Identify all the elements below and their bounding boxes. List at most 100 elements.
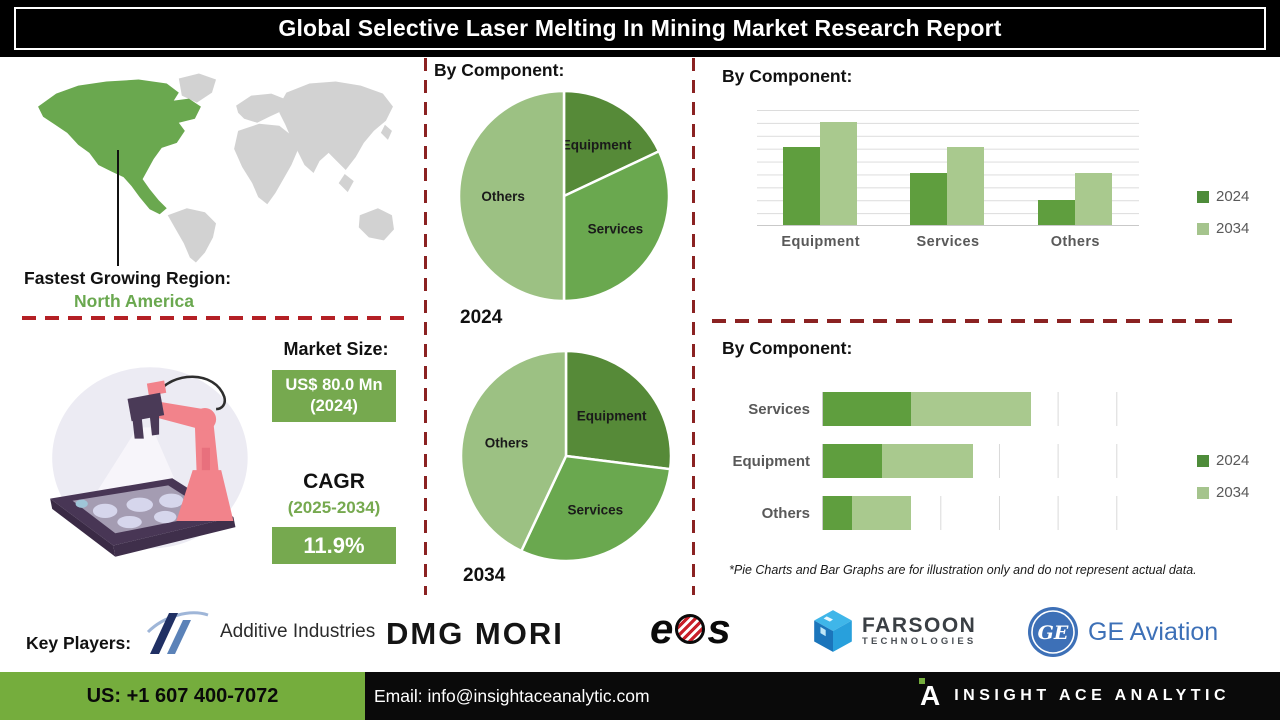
brand-logo: A INSIGHT ACE ANALYTIC: [919, 672, 1231, 720]
bar-group-equipment: [757, 110, 884, 225]
pie-label-equipment: Equipment: [562, 138, 632, 153]
bar-category-label: Equipment: [781, 234, 860, 250]
hbar-segment-services-2024: [823, 392, 911, 426]
additive-industries-logo: Additive Industries: [146, 608, 375, 656]
region-label: Fastest Growing Region:: [24, 268, 232, 288]
eos-logo: e s: [650, 608, 731, 650]
hbar-row-equipment: Equipment: [712, 444, 1182, 478]
region-value: North America: [74, 291, 194, 311]
hbar-row-others: Others: [712, 496, 1182, 530]
region-pointer-line: [117, 150, 119, 266]
bar-equipment-2034: [820, 121, 857, 225]
ge-monogram-icon: GE: [1028, 607, 1078, 657]
market-size-value: US$ 80.0 Mn: [285, 376, 383, 394]
horizontal-bar-chart: Services Equipment Others: [712, 392, 1182, 548]
hbar-label: Others: [761, 504, 810, 522]
header-frame: Global Selective Laser Melting In Mining…: [14, 7, 1266, 50]
grouped-bar-categories: Equipment Services Others: [757, 234, 1139, 250]
map-europe: [236, 93, 287, 123]
hbar-segment-equipment-2034: [881, 444, 973, 478]
legend-swatch-icon: [1197, 454, 1209, 467]
legend-item-2024: 2024: [1197, 452, 1249, 469]
bar-others-2024: [1037, 199, 1075, 225]
map-south-america: [167, 208, 217, 263]
bar-group-services: [884, 110, 1011, 225]
map-north-america: [38, 79, 201, 215]
left-dashed-divider: [22, 316, 407, 320]
eos-striped-o-icon: [675, 614, 706, 644]
hbar-segment-others-2034: [852, 496, 911, 530]
bar-group-others: [1012, 110, 1139, 225]
brand-name: INSIGHT ACE ANALYTIC: [954, 687, 1231, 704]
farsoon-cube-icon: [814, 610, 852, 652]
bar-section-title: By Component:: [722, 66, 853, 86]
cagr-period: (2025-2034): [287, 498, 381, 517]
map-africa: [234, 123, 298, 205]
page-title: Global Selective Laser Melting In Mining…: [278, 15, 1002, 41]
legend-label: 2034: [1216, 220, 1250, 237]
legend-item-2034: 2034: [1197, 220, 1249, 237]
footer-phone-box: US: +1 607 400-7072: [0, 672, 365, 720]
cagr-value-box: 11.9%: [272, 527, 396, 564]
farsoon-wordmark: FARSOON: [862, 613, 977, 637]
pie-chart-2034: Equipment Services Others: [459, 349, 673, 563]
hbar-row-services: Services: [712, 392, 1182, 426]
pie-slice-equipment: [562, 89, 661, 198]
pie-label-services: Services: [588, 222, 644, 237]
pie-year-2024: 2024: [460, 307, 503, 328]
hbar-segment-services-2034: [911, 392, 1032, 426]
legend-item-2024: 2024: [1197, 188, 1249, 205]
brand-mark-icon: A: [919, 678, 941, 711]
ge-aviation-logo: GE GE Aviation: [1027, 606, 1218, 658]
footer-email: Email: info@insightaceanalytic.com: [374, 685, 650, 706]
brand-dot: [919, 678, 925, 684]
hbar-segment-equipment-2024: [823, 444, 882, 478]
pie-slice-services: [562, 149, 671, 303]
world-map-svg: [38, 73, 394, 263]
market-size-year: (2024): [310, 397, 358, 415]
bar-category-label: Services: [916, 234, 980, 250]
grouped-bar-chart: [757, 110, 1139, 226]
legend-label: 2024: [1216, 188, 1250, 205]
disclaimer-footnote: *Pie Charts and Bar Graphs are for illus…: [729, 563, 1197, 577]
ge-monogram-text: GE: [1038, 622, 1069, 644]
map-sea: [338, 174, 354, 193]
legend-label: 2034: [1216, 484, 1250, 501]
pie-chart-2024: Equipment Services Others: [457, 89, 671, 303]
world-map: [28, 64, 400, 266]
brand-mark-letter: A: [920, 680, 941, 711]
right-dashed-divider: [712, 319, 1240, 323]
legend-item-2034: 2034: [1197, 484, 1249, 501]
key-players-label: Key Players:: [26, 633, 132, 653]
pie-section-title: By Component:: [434, 60, 565, 80]
robot-arm-illustration: [42, 356, 266, 568]
pie-label-others: Others: [485, 436, 529, 451]
pie-slice-equipment: [564, 349, 673, 471]
bar-services-2034: [947, 146, 985, 225]
legend-swatch-icon: [1197, 190, 1209, 203]
pie-slice-services: [519, 454, 672, 563]
cagr-label: CAGR: [303, 470, 365, 493]
map-asia: [279, 81, 393, 174]
middle-right-dashed-border: [692, 58, 695, 595]
middle-left-dashed-border: [424, 58, 427, 595]
legend-swatch-icon: [1197, 486, 1209, 499]
hbar-section-title: By Component:: [722, 338, 853, 358]
hbar-segment-others-2024: [823, 496, 853, 530]
map-greenland: [178, 73, 217, 103]
ge-aviation-wordmark: GE Aviation: [1088, 617, 1219, 646]
bar-equipment-2024: [783, 146, 820, 225]
map-japan: [380, 124, 392, 140]
eos-letter-s: s: [707, 605, 731, 652]
hbar-track: [822, 496, 1174, 530]
robot-arm-svg: [50, 367, 248, 557]
dmg-mori-logo: DMG MORI: [386, 616, 564, 652]
hbar-label: Equipment: [732, 452, 811, 470]
pie-label-services: Services: [568, 502, 624, 517]
dmg-mori-wordmark: DMG MORI: [386, 616, 564, 651]
header-bar: Global Selective Laser Melting In Mining…: [0, 0, 1280, 57]
pie-slice-others: [459, 349, 568, 553]
farsoon-subtext: TECHNOLOGIES: [862, 635, 977, 647]
pie-slice-others: [457, 89, 566, 303]
legend-label: 2024: [1216, 452, 1250, 469]
